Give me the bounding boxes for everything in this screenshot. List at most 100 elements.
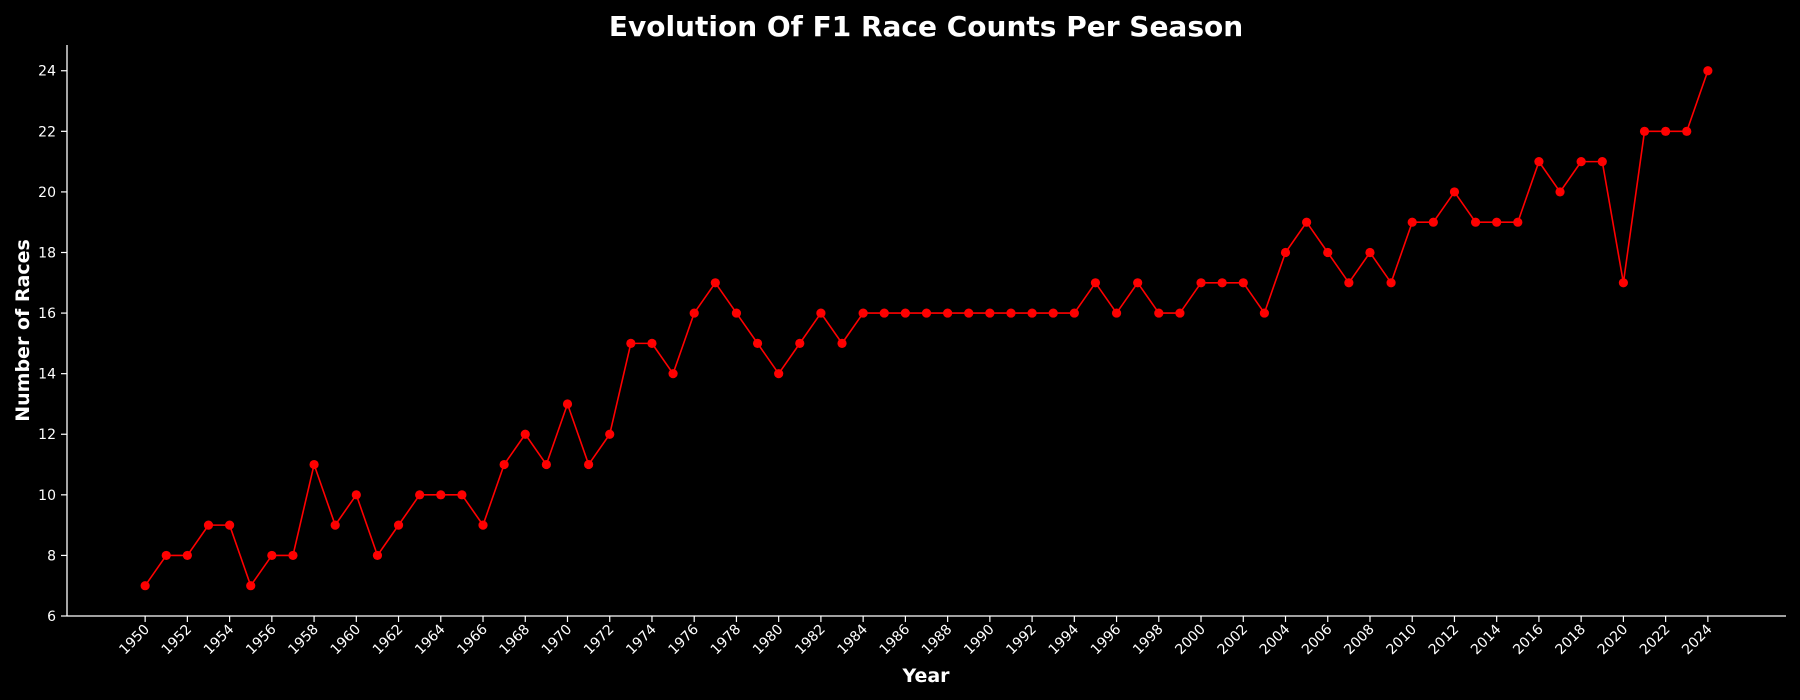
- data-point-1952: [182, 550, 192, 561]
- data-point-1957: [288, 550, 298, 561]
- data-point-1997: [1133, 278, 1143, 288]
- data-point-1954: [225, 520, 235, 530]
- y-tick-label: 18: [38, 245, 56, 261]
- data-point-2005: [1302, 217, 1312, 227]
- data-point-1982: [816, 308, 826, 318]
- data-point-1968: [520, 429, 530, 439]
- x-tick-label: 1976: [666, 621, 703, 658]
- data-point-1991: [1006, 308, 1016, 318]
- data-point-1994: [1069, 308, 1079, 318]
- data-point-2007: [1344, 278, 1354, 288]
- data-point-2013: [1470, 217, 1481, 227]
- x-tick-label: 1994: [1046, 621, 1083, 658]
- x-tick-label: 1996: [1088, 621, 1125, 658]
- data-point-2008: [1365, 247, 1375, 258]
- x-tick-label: 1952: [159, 622, 196, 659]
- x-tick-label: 1992: [1003, 622, 1040, 659]
- data-point-1988: [943, 308, 953, 318]
- data-point-1977: [710, 278, 720, 288]
- y-axis-label: Number of Races: [12, 239, 34, 422]
- y-tick-label: 22: [38, 124, 56, 140]
- data-point-2000: [1196, 278, 1206, 288]
- y-axis-ticks: 6 8 10 12 14 16 18 20 22 24: [38, 64, 67, 625]
- data-point-1983: [837, 338, 847, 348]
- data-point-1995: [1090, 278, 1101, 288]
- x-tick-label: 2008: [1341, 622, 1378, 659]
- x-tick-label: 1972: [581, 622, 618, 659]
- data-point-1999: [1175, 308, 1185, 318]
- x-tick-label: 1982: [792, 622, 829, 659]
- series-line: [144, 70, 1709, 587]
- data-point-1966: [478, 520, 488, 530]
- data-point-1980: [774, 369, 784, 379]
- x-tick-label: 1984: [834, 621, 871, 658]
- x-tick-label: 2020: [1595, 622, 1632, 659]
- data-point-2002: [1238, 278, 1248, 288]
- data-point-1962: [393, 520, 404, 530]
- x-tick-label: 1954: [201, 621, 238, 658]
- x-tick-label: 2014: [1468, 621, 1505, 658]
- data-point-1953: [203, 520, 214, 530]
- data-point-1974: [647, 338, 657, 348]
- x-tick-label: 2012: [1426, 622, 1463, 659]
- data-point-1993: [1048, 308, 1058, 318]
- data-point-1998: [1154, 308, 1164, 318]
- data-point-1951: [161, 550, 171, 561]
- data-point-1958: [309, 459, 319, 470]
- data-point-1981: [795, 338, 805, 348]
- data-point-1960: [351, 490, 361, 500]
- data-point-2019: [1597, 157, 1607, 167]
- data-point-1950: [140, 581, 150, 591]
- data-point-2017: [1555, 187, 1565, 197]
- y-tick-label: 8: [47, 548, 56, 564]
- x-tick-label: 1974: [623, 621, 660, 658]
- y-tick-label: 14: [38, 367, 56, 383]
- data-point-1955: [246, 581, 256, 591]
- data-point-2021: [1639, 126, 1650, 136]
- y-tick-label: 24: [38, 64, 56, 80]
- x-tick-label: 2010: [1384, 622, 1421, 659]
- data-point-2012: [1449, 187, 1460, 197]
- x-tick-label: 1964: [412, 621, 449, 658]
- data-point-1996: [1111, 308, 1122, 318]
- x-tick-label: 2000: [1172, 622, 1209, 659]
- x-tick-label: 2004: [1257, 621, 1294, 658]
- x-tick-label: 1970: [539, 622, 576, 659]
- data-point-1975: [668, 369, 678, 379]
- data-point-2016: [1534, 157, 1544, 167]
- data-point-2001: [1217, 278, 1227, 288]
- data-point-2003: [1259, 308, 1269, 318]
- x-tick-label: 1986: [877, 621, 914, 658]
- y-tick-label: 12: [38, 427, 56, 443]
- data-point-1990: [985, 308, 995, 318]
- data-point-1987: [921, 308, 932, 318]
- data-point-2020: [1618, 278, 1628, 288]
- x-tick-label: 1980: [750, 622, 787, 659]
- axes: [66, 45, 1786, 617]
- x-tick-label: 1962: [370, 622, 407, 659]
- data-point-1969: [541, 459, 551, 470]
- data-point-1978: [731, 308, 742, 318]
- data-point-1976: [689, 308, 699, 318]
- x-tick-label: 2016: [1510, 621, 1547, 658]
- data-point-1961: [372, 550, 383, 561]
- x-tick-label: 2024: [1679, 621, 1716, 658]
- data-point-1959: [330, 520, 340, 530]
- data-point-2009: [1386, 278, 1396, 288]
- data-point-1963: [415, 490, 425, 500]
- x-axis-ticks: 1950 1952 1954 1956 1958 1960 1962 1964 1966 1968…: [116, 616, 1716, 659]
- data-point-1965: [457, 490, 467, 500]
- x-tick-label: 2002: [1215, 622, 1252, 659]
- x-tick-label: 1958: [285, 622, 322, 659]
- x-tick-label: 1960: [328, 622, 365, 659]
- x-tick-label: 1978: [708, 622, 745, 659]
- y-tick-label: 16: [38, 306, 56, 322]
- data-point-1992: [1027, 308, 1037, 318]
- x-tick-label: 1990: [961, 622, 998, 659]
- data-point-1986: [900, 308, 910, 318]
- data-point-1973: [626, 338, 636, 348]
- x-tick-label: 2018: [1552, 622, 1589, 659]
- chart-title: Evolution Of F1 Race Counts Per Season: [609, 10, 1243, 43]
- data-point-2004: [1280, 247, 1291, 258]
